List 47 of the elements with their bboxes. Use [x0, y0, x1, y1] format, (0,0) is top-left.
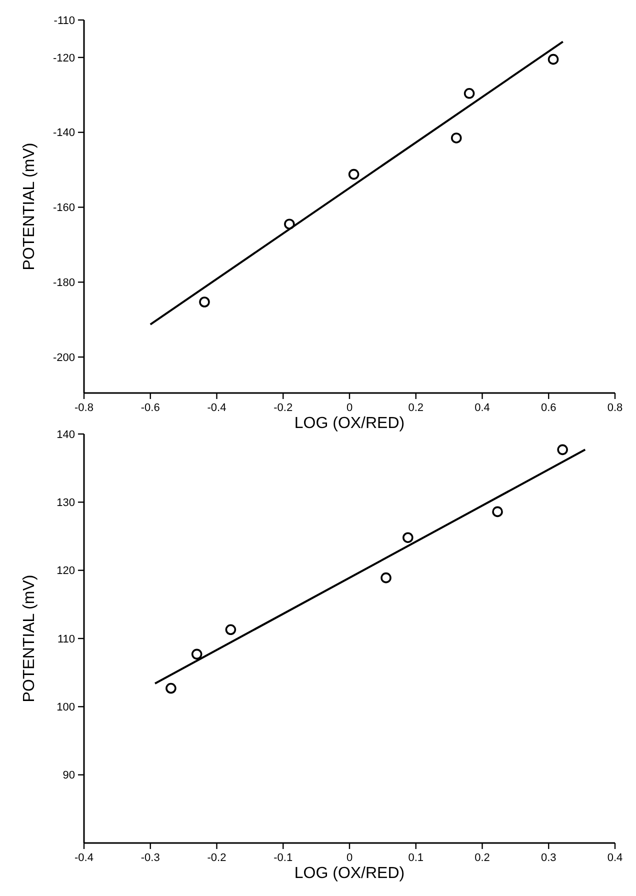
- point: [464, 88, 475, 99]
- x-axis-title: LOG (OX/RED): [294, 865, 405, 882]
- x-tick-label: 0.2: [408, 402, 424, 414]
- point: [166, 682, 176, 694]
- y-tick-label: -110: [54, 14, 75, 27]
- x-tick-label: 0: [346, 402, 353, 414]
- x-tick-label: -0.1: [274, 852, 293, 864]
- y-axis-title: POTENTIAL (mV): [21, 574, 38, 702]
- x-tick-label: 0: [346, 852, 353, 864]
- point: [380, 572, 392, 584]
- x-tick-label: -0.2: [207, 852, 226, 864]
- point: [191, 648, 202, 660]
- point: [548, 54, 559, 65]
- y-tick-label: 130: [56, 497, 75, 510]
- y-axis-title: POTENTIAL (mV): [21, 142, 38, 270]
- point: [199, 296, 210, 308]
- point: [492, 506, 503, 518]
- y-tick-label: -120: [52, 52, 75, 64]
- x-tick-label: -0.6: [140, 402, 160, 414]
- y-tick-label: -140: [52, 127, 75, 140]
- x-tick-label: 0.1: [408, 852, 424, 864]
- point: [450, 132, 462, 144]
- x-tick-label: -0.8: [74, 402, 94, 414]
- x-tick-label: -0.4: [207, 402, 226, 414]
- y-tick-label: -180: [52, 277, 75, 289]
- x-tick-label: 0.3: [540, 852, 556, 864]
- point: [402, 532, 414, 544]
- x-tick-label: -0.3: [140, 852, 160, 864]
- y-tick-label: -200: [52, 352, 75, 364]
- x-tick-label: 0.4: [474, 402, 490, 414]
- y-tick-label: 140: [56, 428, 75, 441]
- y-tick-label: 110: [57, 633, 75, 646]
- y-tick-label: 120: [56, 565, 75, 578]
- x-tick-label: 0.8: [607, 402, 623, 414]
- point: [557, 444, 568, 456]
- point: [284, 218, 295, 230]
- x-tick-label: 0.2: [474, 852, 490, 864]
- y-tick-label: -160: [52, 202, 75, 214]
- y-tick-label: 90: [62, 770, 75, 782]
- x-tick-label: 0.6: [540, 402, 556, 414]
- x-axis-title: LOG (OX/RED): [294, 415, 405, 432]
- point: [348, 168, 360, 180]
- x-tick-label: -0.4: [74, 852, 94, 864]
- point: [225, 624, 236, 636]
- y-tick-label: 100: [56, 702, 75, 714]
- x-tick-label: 0.4: [607, 852, 623, 864]
- x-tick-label: -0.2: [274, 402, 293, 414]
